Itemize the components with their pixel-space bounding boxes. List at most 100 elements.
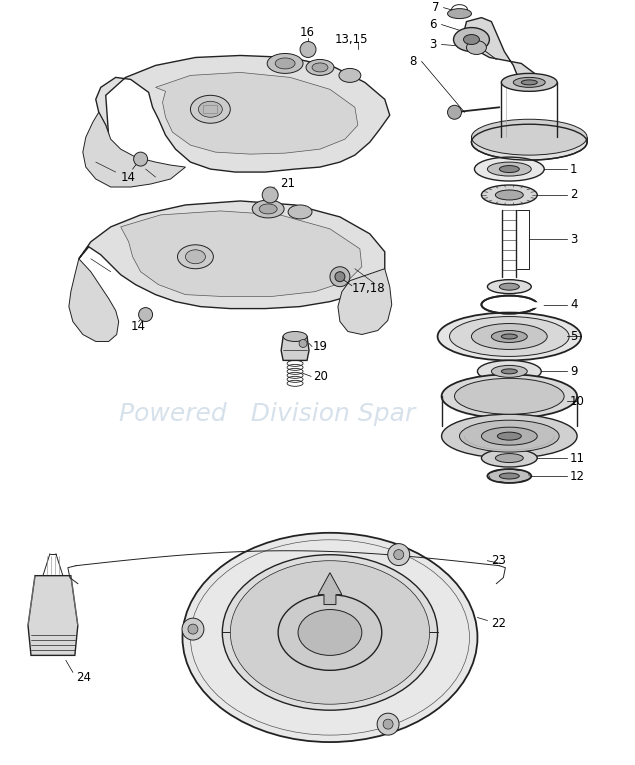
Ellipse shape <box>450 317 569 356</box>
Text: 20: 20 <box>313 369 328 382</box>
Ellipse shape <box>521 80 537 85</box>
Polygon shape <box>79 201 385 308</box>
Text: 19: 19 <box>313 340 328 353</box>
Ellipse shape <box>495 454 523 463</box>
Circle shape <box>448 106 462 119</box>
Ellipse shape <box>275 58 295 69</box>
Ellipse shape <box>231 561 430 705</box>
Ellipse shape <box>499 165 519 173</box>
Circle shape <box>394 549 404 559</box>
Ellipse shape <box>182 532 478 742</box>
Ellipse shape <box>185 250 205 264</box>
Polygon shape <box>338 269 392 334</box>
Ellipse shape <box>278 594 382 670</box>
Circle shape <box>377 713 399 735</box>
Text: 13,15: 13,15 <box>335 33 368 46</box>
Ellipse shape <box>502 369 518 374</box>
Ellipse shape <box>455 379 564 414</box>
Ellipse shape <box>438 313 581 360</box>
Text: 7: 7 <box>432 1 439 14</box>
Ellipse shape <box>481 449 537 467</box>
Ellipse shape <box>306 60 334 76</box>
Ellipse shape <box>222 555 438 710</box>
Text: 21: 21 <box>280 177 295 190</box>
Ellipse shape <box>481 427 537 445</box>
Circle shape <box>138 308 152 321</box>
Circle shape <box>383 719 393 729</box>
Ellipse shape <box>471 119 587 155</box>
Polygon shape <box>156 73 358 154</box>
Ellipse shape <box>298 610 362 656</box>
Circle shape <box>262 187 278 203</box>
Ellipse shape <box>502 334 518 339</box>
Ellipse shape <box>453 28 490 51</box>
Ellipse shape <box>283 331 307 341</box>
Ellipse shape <box>288 205 312 219</box>
Ellipse shape <box>267 54 303 73</box>
Text: 22: 22 <box>491 617 506 630</box>
Ellipse shape <box>471 324 547 350</box>
Text: 10: 10 <box>570 395 585 408</box>
Circle shape <box>182 618 204 640</box>
Text: 6: 6 <box>430 18 437 31</box>
Text: 11: 11 <box>570 451 585 464</box>
Ellipse shape <box>481 185 537 205</box>
Ellipse shape <box>488 280 531 294</box>
Ellipse shape <box>488 162 531 176</box>
Ellipse shape <box>502 73 557 91</box>
Text: 5: 5 <box>570 330 577 343</box>
Circle shape <box>335 272 345 282</box>
Text: 2: 2 <box>570 188 578 201</box>
Text: 16: 16 <box>300 26 315 39</box>
Ellipse shape <box>441 374 577 418</box>
Ellipse shape <box>499 473 519 479</box>
Circle shape <box>299 340 307 347</box>
Ellipse shape <box>495 190 523 200</box>
Text: 4: 4 <box>570 298 578 311</box>
Ellipse shape <box>471 124 587 160</box>
Ellipse shape <box>499 283 519 290</box>
Ellipse shape <box>467 41 486 54</box>
Ellipse shape <box>474 157 544 181</box>
Polygon shape <box>121 211 362 297</box>
Text: 8: 8 <box>410 55 417 68</box>
Ellipse shape <box>312 63 328 72</box>
Text: 14: 14 <box>131 320 145 333</box>
Polygon shape <box>69 259 119 341</box>
Polygon shape <box>464 18 541 81</box>
Ellipse shape <box>259 204 277 214</box>
Ellipse shape <box>491 330 527 343</box>
Polygon shape <box>318 573 342 604</box>
Text: Powered   Division Spar: Powered Division Spar <box>119 402 415 426</box>
Text: 3: 3 <box>570 233 577 246</box>
Polygon shape <box>281 337 309 360</box>
Text: 12: 12 <box>570 470 585 483</box>
Text: 23: 23 <box>491 554 506 567</box>
Text: 24: 24 <box>76 671 91 684</box>
Ellipse shape <box>464 34 479 44</box>
Polygon shape <box>83 112 185 187</box>
Text: 1: 1 <box>570 163 578 176</box>
Ellipse shape <box>491 366 527 377</box>
Ellipse shape <box>513 77 545 87</box>
Ellipse shape <box>198 101 222 117</box>
Ellipse shape <box>448 8 471 18</box>
Ellipse shape <box>190 96 231 123</box>
Ellipse shape <box>441 414 577 458</box>
Text: 14: 14 <box>121 171 136 184</box>
Circle shape <box>330 267 350 287</box>
Circle shape <box>188 624 198 634</box>
Circle shape <box>300 41 316 57</box>
Text: 17,18: 17,18 <box>352 282 385 295</box>
Ellipse shape <box>339 68 361 83</box>
Circle shape <box>133 152 147 166</box>
Polygon shape <box>96 56 390 172</box>
Ellipse shape <box>497 432 521 440</box>
Polygon shape <box>28 575 78 656</box>
Ellipse shape <box>488 469 531 483</box>
Text: 3: 3 <box>430 38 437 51</box>
Ellipse shape <box>252 200 284 218</box>
Ellipse shape <box>178 245 213 269</box>
Ellipse shape <box>478 360 541 382</box>
Circle shape <box>388 544 410 565</box>
